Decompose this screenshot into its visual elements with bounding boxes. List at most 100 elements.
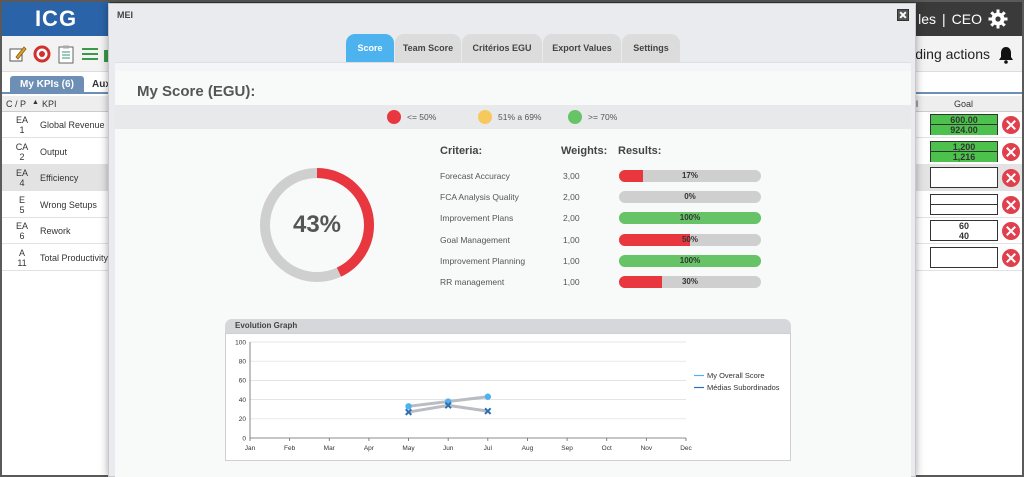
- goal-value-1: 1,200: [931, 141, 997, 152]
- user-separator: |: [942, 11, 946, 27]
- mei-modal: MEI Score Team Score Critérios EGU Expor…: [108, 3, 916, 477]
- row-cp: CA 2: [12, 142, 32, 162]
- tab-export-values[interactable]: Export Values: [543, 34, 621, 62]
- result-bar: 17%: [619, 170, 761, 182]
- goal-row: 600.00 924.00: [914, 112, 1022, 138]
- legend-mid-label: 51% a 69%: [498, 112, 542, 122]
- y-tick-label: 80: [239, 359, 247, 366]
- table-row[interactable]: EA 4 Efficiency: [2, 165, 112, 191]
- pending-actions-label[interactable]: ending actions: [899, 46, 990, 62]
- tab-my-kpis[interactable]: My KPIs (6): [10, 76, 84, 94]
- criteria-row: Forecast Accuracy 3,00 17%: [115, 169, 911, 187]
- tab-team-score[interactable]: Team Score: [395, 34, 461, 62]
- y-tick-label: 100: [235, 339, 246, 346]
- goal-value-2: 924.00: [931, 125, 997, 135]
- row-cp: EA 4: [12, 168, 32, 188]
- edit-icon[interactable]: [8, 44, 28, 64]
- donut-arc: [260, 168, 374, 282]
- goal-value-1: [931, 168, 997, 178]
- goal-row: [914, 192, 1022, 218]
- legend-low-dot: [387, 110, 401, 124]
- delete-icon[interactable]: [1002, 116, 1020, 134]
- sort-up-icon[interactable]: ▲: [32, 99, 39, 106]
- data-point: [484, 393, 492, 400]
- tab-score[interactable]: Score: [346, 34, 394, 62]
- result-bar-fill: [619, 170, 644, 182]
- row-kpi-name[interactable]: Output: [40, 146, 68, 157]
- criteria-name: Forecast Accuracy: [440, 171, 510, 181]
- row-cp-type: CA: [15, 141, 29, 152]
- data-point: [444, 401, 452, 409]
- goal-input[interactable]: [930, 246, 998, 268]
- kpi-grid-header: C / P ▲ KPI: [2, 96, 112, 112]
- score-panel-inner: My Score (EGU): <= 50% 51% a 69% >= 70%: [115, 71, 911, 477]
- header-cp[interactable]: C / P: [6, 99, 27, 109]
- criteria-header: Criteria:: [440, 145, 483, 157]
- criteria-name: FCA Analysis Quality: [440, 192, 519, 203]
- criteria-name: Improvement Planning: [440, 255, 526, 266]
- row-cp-number: 6: [19, 231, 25, 241]
- row-cp: EA 1: [12, 115, 32, 135]
- goal-value-1: [931, 195, 997, 205]
- results-header: Results:: [618, 145, 662, 157]
- goal-input[interactable]: 1,200 1,216: [930, 140, 998, 162]
- tab-criterios-egu[interactable]: Critérios EGU: [462, 34, 542, 62]
- table-row[interactable]: A 11 Total Productivity: [2, 245, 112, 271]
- table-row[interactable]: E 5 Wrong Setups: [2, 192, 112, 218]
- score-legend: <= 50% 51% a 69% >= 70%: [115, 105, 911, 129]
- goal-input[interactable]: [930, 193, 998, 215]
- x-tick-label: Sep: [561, 445, 573, 452]
- tab-auxiliary[interactable]: Auxili: [92, 79, 120, 90]
- criteria-name: Improvement Plans: [440, 213, 514, 224]
- row-kpi-name[interactable]: Total Productivity: [40, 252, 109, 263]
- header-partial: l: [916, 99, 918, 109]
- legend-high-dot: [568, 110, 582, 124]
- header-goal[interactable]: Goal: [954, 99, 974, 109]
- app-logo[interactable]: ICG: [2, 2, 110, 36]
- gear-icon[interactable]: [988, 9, 1008, 29]
- user-name[interactable]: les: [918, 11, 937, 27]
- result-bar-label: 30%: [681, 277, 698, 286]
- delete-icon[interactable]: [1002, 248, 1020, 267]
- bell-icon[interactable]: [998, 46, 1014, 64]
- weights-header: Weights:: [561, 145, 608, 157]
- result-bar: 100%: [619, 212, 761, 225]
- row-kpi-name[interactable]: Efficiency: [40, 173, 79, 183]
- chart-icon[interactable]: [102, 44, 110, 64]
- list-icon[interactable]: [80, 44, 100, 64]
- row-cp-number: 4: [19, 178, 25, 188]
- result-bar: 50%: [619, 233, 761, 246]
- goal-input[interactable]: 600.00 924.00: [930, 114, 998, 135]
- row-kpi-name[interactable]: Wrong Setups: [40, 199, 97, 210]
- table-row[interactable]: EA 1 Global Revenue: [2, 112, 112, 138]
- evolution-graph: 0 20 40 60 80 100 Jan Feb Mar Apr May Jun Jul Aug Sep O…: [225, 333, 791, 461]
- clipboard-icon[interactable]: [56, 44, 76, 64]
- y-tick-label: 0: [242, 435, 246, 442]
- tab-settings[interactable]: Settings: [622, 34, 680, 62]
- row-kpi-name[interactable]: Global Revenue: [40, 120, 105, 130]
- data-point: [405, 408, 413, 416]
- header-kpi[interactable]: KPI: [42, 99, 57, 109]
- result-bar-fill: [619, 233, 690, 246]
- criteria-name: RR management: [440, 277, 505, 287]
- row-kpi-name[interactable]: Rework: [40, 226, 71, 236]
- evolution-chart: 0 20 40 60 80 100 Jan Feb Mar Apr May Jun Jul Aug Sep O…: [235, 339, 780, 452]
- goal-row: [914, 245, 1022, 271]
- result-bar-label: 100%: [679, 213, 701, 223]
- x-tick-label: Nov: [641, 445, 653, 452]
- goal-input[interactable]: [930, 167, 998, 188]
- delete-icon[interactable]: [1002, 169, 1020, 187]
- target-icon[interactable]: [32, 44, 52, 64]
- goal-input[interactable]: 60 40: [930, 220, 998, 241]
- delete-icon[interactable]: [1002, 142, 1020, 161]
- row-cp-type: E: [18, 194, 25, 205]
- y-tick-label: 60: [239, 378, 247, 385]
- row-cp: A 11: [12, 248, 32, 268]
- user-role[interactable]: CEO: [951, 11, 982, 27]
- table-row[interactable]: EA 6 Rework: [2, 218, 112, 244]
- close-icon[interactable]: [897, 9, 909, 21]
- table-row[interactable]: CA 2 Output: [2, 139, 112, 165]
- delete-icon[interactable]: [1002, 222, 1020, 240]
- delete-icon[interactable]: [1002, 195, 1020, 214]
